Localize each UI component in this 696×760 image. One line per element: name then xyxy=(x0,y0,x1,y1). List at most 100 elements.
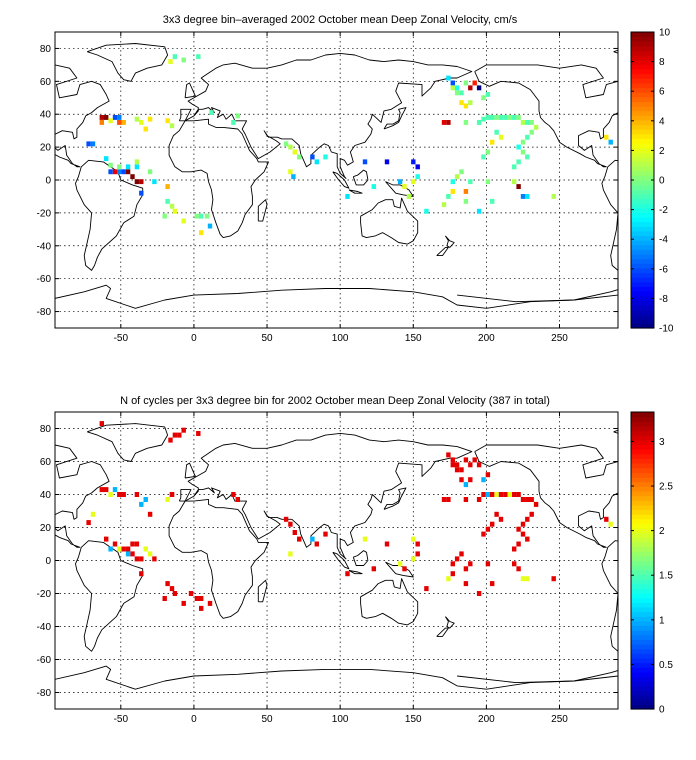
bottom-map-coastlines xyxy=(55,423,618,690)
data-bin xyxy=(172,208,178,214)
data-bin xyxy=(476,85,482,91)
colorbar-tick-label: -8 xyxy=(659,294,668,305)
coastline xyxy=(168,498,269,619)
data-bin xyxy=(516,541,521,547)
colorbar-segment xyxy=(631,78,654,84)
y-tick-label: 40 xyxy=(40,490,52,501)
data-bin xyxy=(512,492,517,497)
data-bin xyxy=(459,100,464,106)
data-bin xyxy=(463,457,469,463)
data-bin xyxy=(494,129,499,135)
coastline xyxy=(184,462,196,479)
data-bin xyxy=(209,110,214,115)
colorbar-segment xyxy=(631,690,654,696)
data-bin xyxy=(283,141,289,147)
colorbar-tick-label: 2.5 xyxy=(659,482,673,493)
data-bin xyxy=(397,179,403,185)
colorbar-tick-label: 3 xyxy=(659,437,665,448)
coastline xyxy=(184,82,196,99)
data-bin xyxy=(525,576,530,582)
y-tick-label: 0 xyxy=(45,556,51,567)
data-bin xyxy=(459,467,464,473)
data-bin xyxy=(125,551,131,557)
y-tick-label: -20 xyxy=(37,589,52,600)
colorbar-segment xyxy=(631,574,654,580)
colorbar-segment xyxy=(631,50,654,56)
colorbar-segment xyxy=(631,472,654,478)
data-bin xyxy=(516,159,521,165)
data-bin xyxy=(525,516,530,522)
colorbar-tick-label: 10 xyxy=(659,28,671,39)
top-map-coastlines xyxy=(55,43,618,309)
colorbar-segment xyxy=(631,699,654,705)
colorbar-segment xyxy=(631,41,654,47)
data-bin xyxy=(147,116,153,122)
data-bin xyxy=(525,134,530,140)
data-bin xyxy=(520,497,526,502)
colorbar-segment xyxy=(631,45,654,52)
coastline xyxy=(257,199,268,222)
data-bin xyxy=(104,156,109,162)
y-tick-label: 20 xyxy=(40,143,52,154)
data-bin xyxy=(507,492,512,497)
colorbar-segment xyxy=(631,147,654,153)
data-bin xyxy=(468,462,473,468)
data-bin xyxy=(112,487,118,493)
colorbar-segment xyxy=(631,551,654,557)
top-map-grid xyxy=(55,32,618,328)
data-bin xyxy=(446,452,451,458)
colorbar-segment xyxy=(631,69,654,75)
colorbar-segment xyxy=(631,166,654,172)
colorbar-segment xyxy=(631,244,654,250)
data-bin xyxy=(231,492,236,497)
data-bin xyxy=(99,421,104,427)
data-bin xyxy=(450,85,455,91)
data-bin xyxy=(476,497,482,502)
coastline xyxy=(601,540,618,652)
y-tick-label: -80 xyxy=(37,307,52,318)
data-bin xyxy=(310,536,315,542)
data-bin xyxy=(454,467,460,473)
data-bin xyxy=(297,154,302,160)
data-bin xyxy=(608,521,613,527)
data-bin xyxy=(463,80,469,86)
data-bin xyxy=(152,556,157,562)
data-bin xyxy=(485,472,491,478)
colorbar-tick-label: 8 xyxy=(659,57,665,68)
data-bin xyxy=(90,511,96,517)
data-bin xyxy=(490,115,495,120)
data-bin xyxy=(165,581,170,587)
coastline xyxy=(436,627,449,637)
data-bin xyxy=(503,115,508,120)
data-bin xyxy=(147,169,153,175)
coastline xyxy=(55,284,618,309)
data-bin xyxy=(525,194,530,199)
data-bin xyxy=(463,189,469,194)
coastline xyxy=(87,423,169,462)
coastline xyxy=(184,432,473,560)
coastline xyxy=(601,159,618,271)
data-bin xyxy=(117,115,122,120)
colorbar-segment xyxy=(631,124,654,130)
data-bin xyxy=(463,103,469,109)
x-tick-label: 250 xyxy=(551,333,568,344)
y-tick-label: -40 xyxy=(37,622,52,633)
data-bin xyxy=(108,162,113,168)
data-bin xyxy=(371,184,376,189)
colorbar-segment xyxy=(631,490,654,497)
data-bin xyxy=(512,164,517,170)
colorbar-tick-label: -10 xyxy=(659,324,674,335)
colorbar-segment xyxy=(631,537,654,543)
data-bin xyxy=(459,551,464,557)
data-bin xyxy=(139,571,144,577)
data-bin xyxy=(503,492,508,497)
data-bin xyxy=(520,576,526,582)
colorbar-segment xyxy=(631,606,654,613)
data-bin xyxy=(204,213,210,219)
colorbar-segment xyxy=(631,73,654,79)
data-bin xyxy=(608,139,613,145)
data-bin xyxy=(168,59,173,64)
coastline xyxy=(332,551,350,570)
data-bin xyxy=(463,198,469,204)
